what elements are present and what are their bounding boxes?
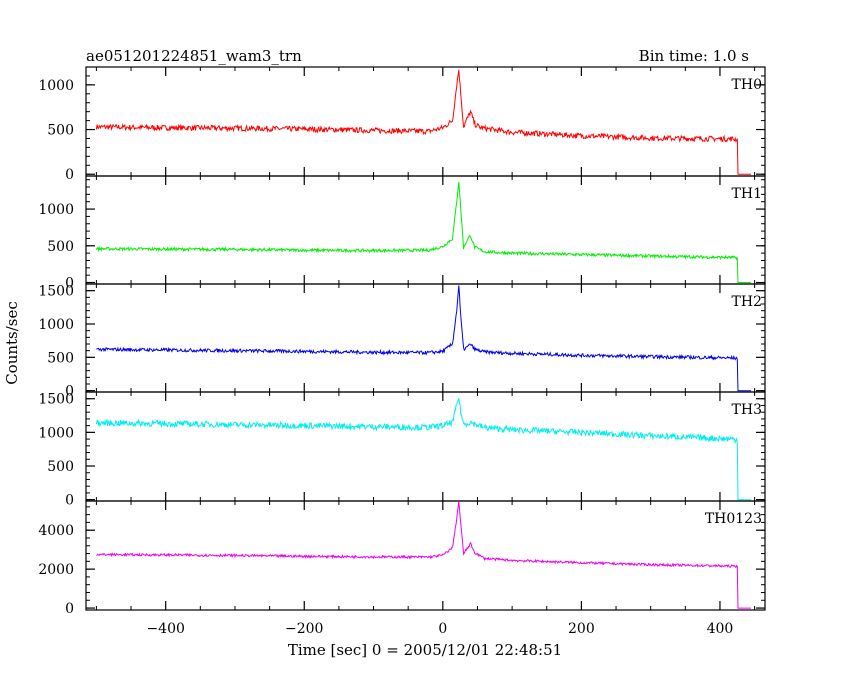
bin-time-label: Bin time: 1.0 s <box>639 47 749 65</box>
panels: 0 500 1000 TH0 0 500 1000 TH1 0 500 1000 1500 TH2 0 50… <box>38 66 766 637</box>
y-tick-label: 1500 <box>38 392 74 408</box>
panel-frame <box>85 500 766 611</box>
series-line-th0123 <box>96 500 752 609</box>
panel-label: TH1 <box>732 186 762 202</box>
panel-label: TH0123 <box>705 511 762 527</box>
panel-th2: 0 500 1000 1500 TH2 <box>38 283 766 400</box>
chart-title: ae051201224851_wam3_trn <box>86 47 302 65</box>
y-axis-label: Counts/sec <box>3 301 21 385</box>
panel-label: TH3 <box>732 402 762 418</box>
panel-th0123: 0 2000 4000 TH0123 <box>38 500 766 617</box>
y-tick-label: 500 <box>47 350 74 366</box>
panel-label: TH2 <box>732 294 762 310</box>
panel-th1: 0 500 1000 TH1 <box>38 175 766 292</box>
panel-th3: 0 500 1000 1500 TH3 <box>38 391 766 509</box>
panel-frame <box>85 175 766 285</box>
y-tick-label: 1000 <box>38 202 74 218</box>
x-axis-label: Time [sec] 0 = 2005/12/01 22:48:51 <box>288 641 562 659</box>
y-tick-label: 0 <box>65 384 74 400</box>
series-line-th1 <box>95 181 752 283</box>
panel-th0: 0 500 1000 TH0 <box>38 66 766 183</box>
y-tick-label: 0 <box>65 276 74 292</box>
panel-frame <box>85 283 766 393</box>
y-tick-label: 1000 <box>38 317 74 333</box>
y-tick-label: 1000 <box>38 425 74 441</box>
y-tick-label: 2000 <box>38 562 74 578</box>
y-tick-label: 500 <box>47 239 74 255</box>
y-tick-label: 500 <box>47 123 74 139</box>
panel-frame <box>85 66 766 177</box>
x-tick-label: 200 <box>568 621 595 637</box>
y-tick-label: 0 <box>65 601 74 617</box>
y-tick-label: 1500 <box>38 284 74 300</box>
x-tick-label: 400 <box>707 621 734 637</box>
y-tick-label: 1000 <box>38 78 74 94</box>
panel-label: TH0 <box>732 77 762 93</box>
y-tick-label: 500 <box>47 459 74 475</box>
y-tick-label: 4000 <box>38 523 74 539</box>
y-tick-label: 0 <box>65 167 74 183</box>
series-line-th3 <box>95 398 752 501</box>
x-tick-label: 0 <box>438 621 447 637</box>
x-tick-label: −400 <box>146 621 184 637</box>
y-tick-label: 0 <box>65 493 74 509</box>
series-line-th2 <box>96 285 752 392</box>
x-tick-label: −200 <box>285 621 323 637</box>
panel-frame <box>85 391 766 502</box>
series-line-th0 <box>95 69 752 175</box>
